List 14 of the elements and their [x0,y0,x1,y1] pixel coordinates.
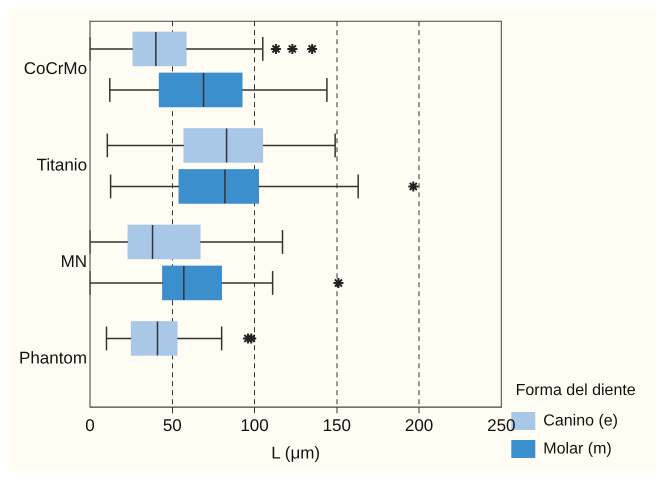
y-tick-label: Titanio [36,156,88,175]
legend-title: Forma del diente [516,382,636,400]
x-tick-label: 150 [322,416,351,436]
y-tick-label: CoCrMo [24,59,88,78]
legend-label: Molar (m) [543,440,612,458]
x-tick-label: 250 [487,416,516,436]
x-tick-label: 200 [404,416,434,436]
y-tick-label: MN [60,252,88,272]
x-tick-label: 50 [162,416,182,436]
legend-label: Canino (e) [543,412,618,430]
y-tick-label: Phantom [18,348,88,368]
x-tick-label: 0 [85,416,95,436]
x-tick-label: 100 [240,416,269,436]
x-axis-title: L (μm) [271,443,320,462]
